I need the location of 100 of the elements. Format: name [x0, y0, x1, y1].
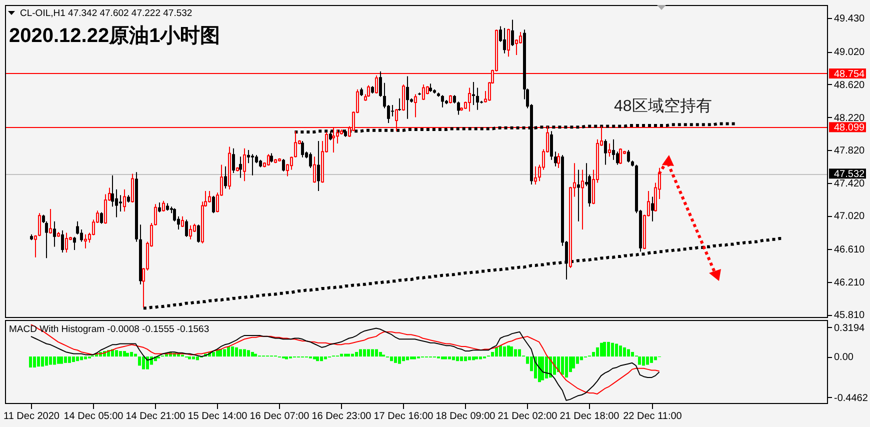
y-tick-label: 47.820 [834, 146, 866, 157]
bar [72, 356, 75, 362]
y-tick-label: 48.620 [834, 80, 866, 91]
bar [607, 342, 610, 357]
candlestick [616, 151, 619, 166]
y-tick-label: 45.810 [834, 310, 866, 322]
candlestick [243, 148, 246, 182]
bar [375, 349, 378, 357]
x-tick-label: 18 Dec 09:00 [436, 411, 496, 422]
candlestick [457, 101, 460, 116]
candlestick [577, 169, 580, 222]
candlestick [534, 166, 537, 185]
bar [239, 349, 242, 357]
candlestick [604, 138, 607, 166]
bar [603, 342, 606, 357]
bar [553, 356, 556, 375]
bar [444, 356, 447, 360]
bar [472, 356, 475, 360]
bar [479, 356, 482, 360]
candlestick [270, 152, 273, 163]
bar [499, 346, 502, 357]
bar [313, 356, 316, 360]
candlestick [511, 19, 514, 46]
candlestick [379, 70, 382, 98]
bar [475, 356, 478, 360]
ref-line-label: 47.532 [834, 169, 866, 180]
bar [631, 352, 634, 357]
candlestick [282, 158, 285, 172]
bar [638, 356, 641, 365]
candlestick [651, 196, 654, 222]
x-tick-label: 14 Dec 21:00 [126, 411, 186, 422]
bar [654, 356, 657, 360]
candlestick [627, 150, 630, 163]
y-tick-label: 47.020 [834, 211, 866, 222]
bar [592, 352, 595, 357]
candlestick [239, 156, 242, 178]
bar [227, 346, 230, 357]
bar [596, 347, 599, 357]
chart-title: MACD With Histogram -0.0008 -0.1555 -0.1563 [9, 324, 210, 335]
candlestick [503, 27, 506, 54]
bar [367, 349, 370, 357]
bar [572, 356, 575, 368]
candlestick [49, 208, 52, 234]
bar [363, 349, 366, 357]
candlestick [557, 152, 560, 169]
bar [495, 347, 498, 357]
bar [468, 356, 471, 360]
candlestick [232, 148, 235, 174]
bar [45, 356, 48, 366]
candlestick [34, 234, 37, 258]
y-tick-label: 46.210 [834, 277, 866, 288]
y-tick-label: 49.020 [834, 47, 866, 58]
candlestick [224, 166, 227, 190]
bar [627, 349, 630, 357]
bar [146, 356, 149, 370]
x-tick-label: 15 Dec 14:00 [188, 411, 248, 422]
candlestick [185, 219, 188, 238]
bar [460, 356, 463, 362]
bar [188, 356, 191, 360]
bar [347, 354, 350, 357]
y-tick-label: 47.420 [834, 178, 866, 190]
bar [33, 356, 36, 368]
candlestick [53, 220, 56, 248]
candlestick [80, 229, 83, 242]
candlestick [515, 38, 518, 56]
bar [503, 346, 506, 357]
candlestick [294, 130, 297, 158]
bar [561, 356, 564, 375]
candlestick [422, 84, 425, 101]
candlestick [519, 32, 522, 44]
candlestick [317, 140, 320, 192]
x-tick-label: 21 Dec 02:00 [498, 411, 558, 422]
candlestick [402, 84, 405, 112]
candlestick [197, 224, 200, 244]
candlestick [111, 174, 114, 208]
bar [235, 347, 238, 357]
bar [456, 356, 459, 362]
bar [646, 356, 649, 365]
bar [49, 356, 52, 365]
bar [68, 356, 71, 363]
candlestick [507, 28, 510, 58]
bar [379, 352, 382, 357]
candlestick [158, 202, 161, 213]
candlestick [414, 94, 417, 118]
bar [398, 356, 401, 364]
bar [565, 356, 568, 378]
candlestick [472, 82, 475, 106]
bar [130, 352, 133, 357]
bar [464, 356, 467, 362]
bar [580, 356, 583, 360]
candlestick [554, 151, 557, 167]
bar [390, 356, 393, 362]
candlestick [550, 130, 553, 160]
chart-subtitle: CL-OIL,H1 47.342 47.602 47.222 47.532 [20, 8, 192, 19]
candlestick [73, 236, 76, 250]
bar [619, 346, 622, 357]
candlestick [154, 204, 157, 226]
bar [557, 356, 560, 372]
candlestick [581, 169, 584, 230]
candlestick [247, 150, 250, 164]
